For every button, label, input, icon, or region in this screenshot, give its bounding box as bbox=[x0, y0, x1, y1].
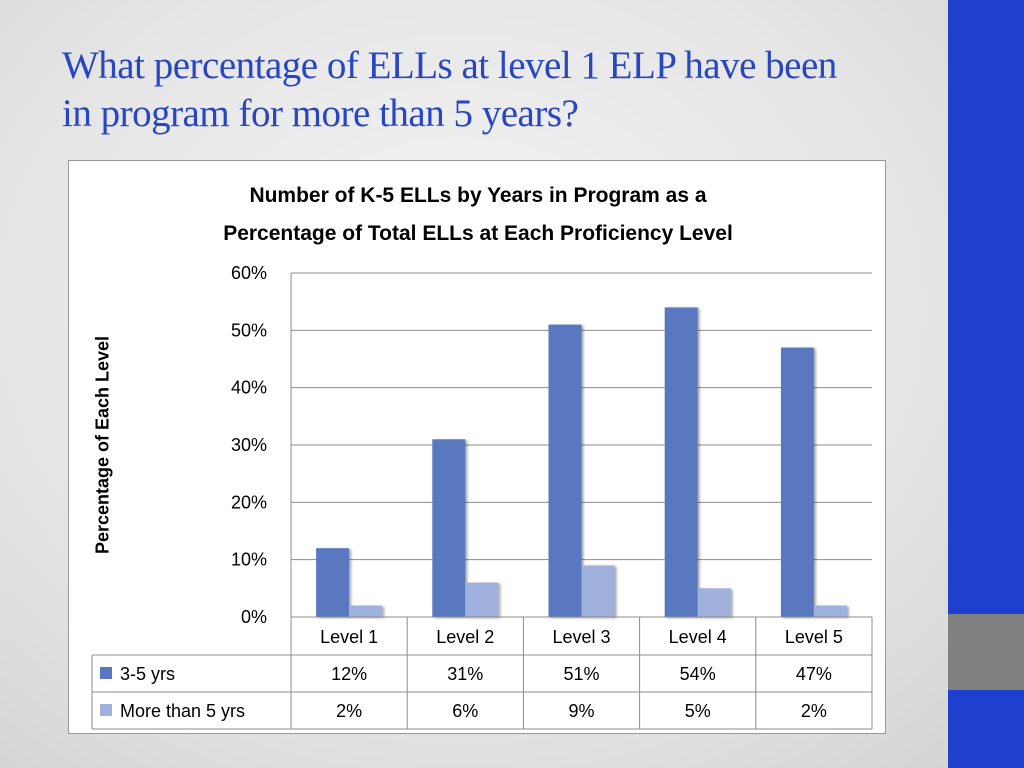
bar-series-1 bbox=[664, 307, 698, 617]
y-tick-label: 40% bbox=[231, 378, 267, 398]
data-label: 12% bbox=[331, 664, 367, 684]
bar-series-2 bbox=[697, 588, 731, 617]
slide-title: What percentage of ELLs at level 1 ELP h… bbox=[62, 42, 932, 138]
chart-title: Number of K-5 ELLs by Years in Program a… bbox=[69, 177, 887, 253]
bar-series-2 bbox=[349, 605, 383, 617]
legend-label: 3-5 yrs bbox=[120, 664, 175, 684]
data-label: 6% bbox=[452, 701, 478, 721]
side-accent-block bbox=[948, 614, 1024, 690]
category-label: Level 1 bbox=[320, 627, 378, 647]
category-label: Level 3 bbox=[552, 627, 610, 647]
chart-frame: Number of K-5 ELLs by Years in Program a… bbox=[68, 160, 886, 734]
data-label: 51% bbox=[563, 664, 599, 684]
bar-series-2 bbox=[581, 565, 615, 617]
y-axis-label: Percentage of Each Level bbox=[92, 335, 113, 555]
data-label: 47% bbox=[796, 664, 832, 684]
y-tick-label: 0% bbox=[241, 607, 267, 627]
data-label: 2% bbox=[801, 701, 827, 721]
data-label: 5% bbox=[685, 701, 711, 721]
y-tick-label: 50% bbox=[231, 320, 267, 340]
y-tick-label: 20% bbox=[231, 492, 267, 512]
category-label: Level 4 bbox=[669, 627, 727, 647]
bar-series-1 bbox=[780, 347, 814, 617]
y-tick-label: 10% bbox=[231, 550, 267, 570]
y-tick-label: 30% bbox=[231, 435, 267, 455]
bar-series-1 bbox=[432, 439, 466, 617]
chart-title-line-1: Number of K-5 ELLs by Years in Program a… bbox=[249, 184, 707, 207]
chart-title-line-2: Percentage of Total ELLs at Each Profici… bbox=[223, 222, 733, 245]
data-label: 31% bbox=[447, 664, 483, 684]
slide-title-line-1: What percentage of ELLs at level 1 ELP h… bbox=[62, 44, 837, 87]
bar-series-2 bbox=[465, 582, 499, 617]
bar-series-1 bbox=[316, 548, 350, 617]
category-label: Level 2 bbox=[436, 627, 494, 647]
data-label: 54% bbox=[680, 664, 716, 684]
data-label: 9% bbox=[568, 701, 594, 721]
slide-title-line-2: in program for more than 5 years? bbox=[62, 92, 579, 135]
y-tick-label: 60% bbox=[231, 263, 267, 283]
legend-label: More than 5 yrs bbox=[120, 701, 245, 721]
legend-swatch bbox=[100, 667, 112, 679]
legend-swatch bbox=[100, 704, 112, 716]
data-label: 2% bbox=[336, 701, 362, 721]
category-label: Level 5 bbox=[785, 627, 843, 647]
bar-series-1 bbox=[548, 324, 582, 617]
bar-series-2 bbox=[813, 605, 847, 617]
